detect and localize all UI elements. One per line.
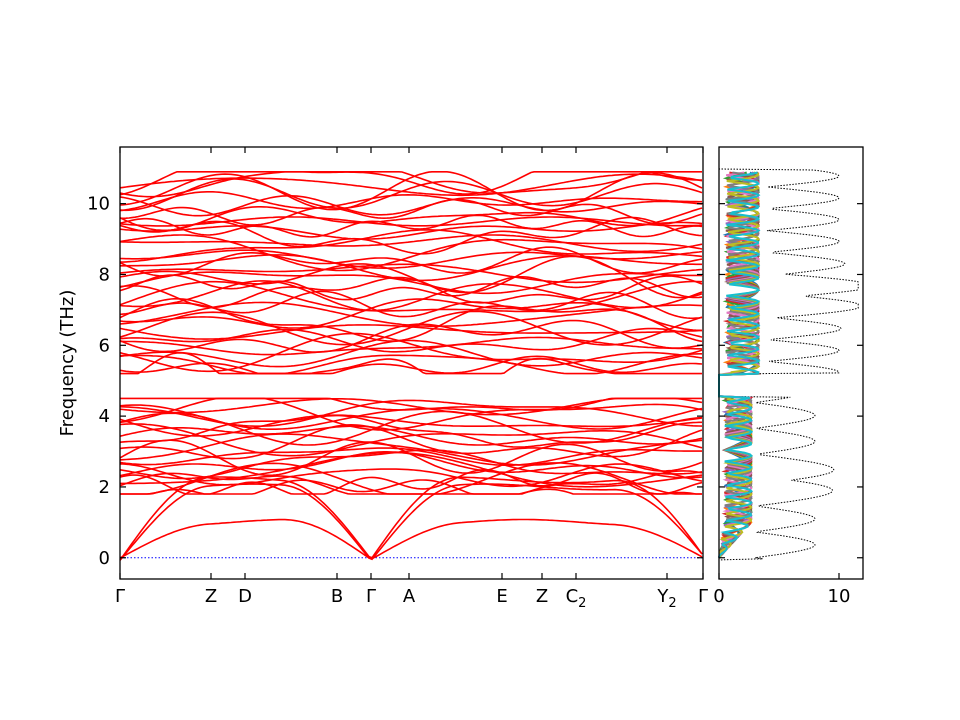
high-optical-band (119, 290, 703, 320)
low-optical-band (119, 423, 703, 460)
high-optical-band (119, 280, 703, 312)
dos-plot-frame (718, 146, 864, 580)
band-axis-ticks (119, 147, 704, 579)
x-tick-label: Γ (366, 586, 376, 607)
high-optical-band (119, 353, 702, 375)
y-tick-label: 8 (99, 264, 110, 285)
total-dos-curve (718, 147, 859, 579)
high-optical-band (120, 228, 703, 263)
low-optical-band (119, 449, 703, 480)
high-optical-band (119, 298, 703, 332)
x-tick-label: D (238, 586, 252, 607)
y-tick-label: 6 (99, 335, 110, 356)
high-optical-band (119, 355, 703, 375)
low-optical-band (119, 399, 703, 427)
high-optical-band (119, 173, 703, 197)
high-optical-band (119, 234, 703, 272)
high-optical-band (119, 191, 702, 212)
high-optical-band (119, 280, 703, 313)
high-optical-band (119, 255, 703, 299)
projected-dos-curve (718, 171, 761, 559)
low-optical-band (119, 414, 702, 448)
high-optical-band (119, 216, 703, 227)
low-optical-band (120, 397, 702, 411)
acoustic-band (119, 476, 703, 561)
x-tick-label: Γ (115, 586, 125, 607)
dos-x-tick-label: 0 (713, 586, 724, 607)
high-optical-band (119, 195, 703, 217)
high-optical-band (119, 327, 703, 353)
projected-dos-curve (718, 171, 761, 558)
high-optical-band (119, 234, 703, 253)
high-optical-band (119, 214, 703, 238)
x-tick-label: Z (536, 586, 548, 607)
high-optical-band (119, 171, 703, 212)
high-optical-band (119, 339, 703, 368)
acoustic-band (119, 518, 703, 560)
low-optical-band (119, 433, 703, 466)
y-tick-label: 2 (99, 477, 110, 498)
phonon-bands (119, 171, 703, 561)
y-axis-label: Frequency (THz) (57, 290, 78, 437)
band-y-tick-labels: 0 2 4 6 8 10 (87, 194, 110, 569)
high-optical-band (119, 310, 703, 346)
dos-panel: 0 10 (713, 146, 864, 607)
x-tick-label: E (496, 586, 507, 607)
low-optical-band (119, 414, 703, 437)
high-optical-band (119, 274, 703, 301)
high-optical-band (119, 271, 702, 295)
dos-x-tick-labels: 0 10 (713, 586, 850, 607)
band-plot-frame (119, 146, 704, 580)
high-optical-band (119, 221, 703, 240)
x-tick-label: B (331, 586, 343, 607)
high-optical-band (119, 246, 703, 277)
y-tick-label: 0 (99, 548, 110, 569)
x-tick-label: Z (205, 586, 217, 607)
x-tick-label: C2 (566, 586, 587, 611)
high-optical-band (119, 178, 703, 212)
high-optical-band (119, 332, 703, 373)
y-tick-label: 10 (87, 194, 110, 215)
low-optical-band (119, 447, 702, 466)
high-optical-band (119, 263, 703, 284)
high-optical-band (119, 249, 703, 269)
high-optical-band (119, 275, 703, 309)
high-optical-band (119, 171, 702, 198)
dos-x-tick-label: 10 (828, 586, 851, 607)
x-tick-label: Γ (698, 586, 708, 607)
low-optical-band (119, 463, 703, 488)
band-x-tick-labels: Γ Z D B Γ A E Z C2 Y2 Γ (115, 586, 708, 611)
y-tick-label: 4 (99, 406, 110, 427)
low-optical-band (120, 479, 702, 495)
high-optical-band (119, 171, 702, 196)
x-tick-label: A (403, 586, 416, 607)
acoustic-band (119, 483, 703, 561)
low-optical-band (119, 469, 703, 495)
x-tick-label: Y2 (656, 586, 676, 611)
high-optical-band (120, 336, 703, 356)
dos-curves (718, 147, 859, 579)
low-optical-band (119, 423, 703, 457)
